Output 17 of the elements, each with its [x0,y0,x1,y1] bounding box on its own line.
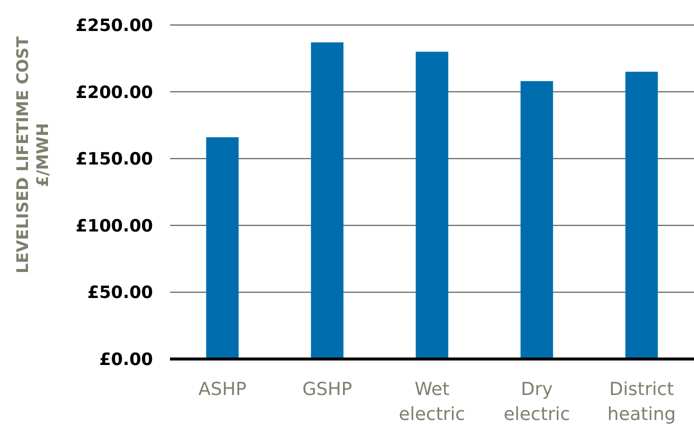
y-tick-label: £150.00 [76,150,154,170]
y-tick-label: £200.00 [76,82,154,103]
bar [310,42,344,359]
y-tick-label: £250.00 [76,16,154,36]
bar [520,81,554,359]
y-tick-label: £100.00 [76,216,154,236]
x-tick-label: District heating [607,379,676,425]
bar [206,137,239,359]
x-tick-label: GSHP [302,379,352,400]
x-tick-label: ASHP [198,379,247,400]
y-tick-label: £0.00 [99,350,154,370]
x-tick-label: Dry electric [504,379,570,425]
y-axis-title: LEVELISED LIFETIME COST £/MWH [13,36,52,274]
bar [625,72,658,359]
y-tick-label: £50.00 [87,283,154,304]
bar [416,52,448,359]
x-tick-label: Wet electric [398,379,466,425]
